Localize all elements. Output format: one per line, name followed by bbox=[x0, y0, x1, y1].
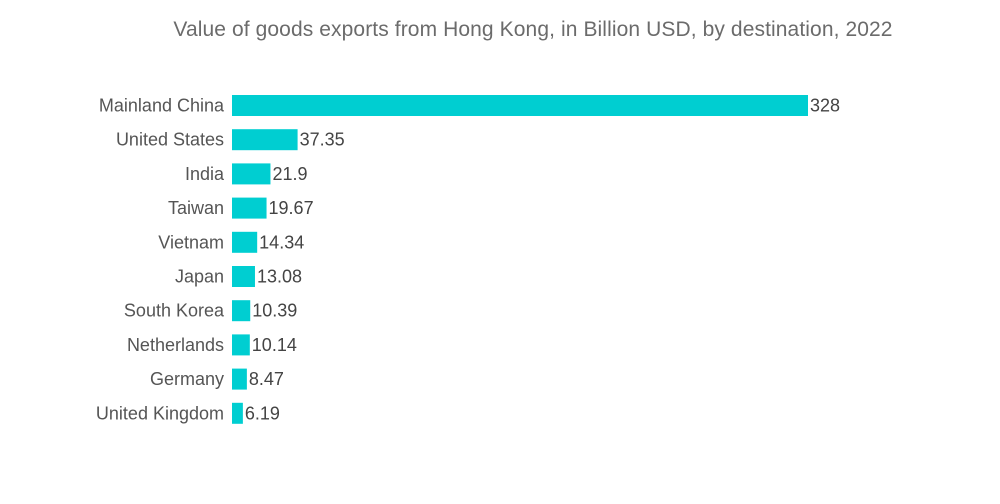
value-label: 37.35 bbox=[300, 130, 345, 150]
value-label: 10.39 bbox=[252, 301, 297, 321]
category-label: Mainland China bbox=[99, 96, 225, 116]
category-label: Vietnam bbox=[158, 232, 224, 252]
value-label: 13.08 bbox=[257, 267, 302, 287]
value-label: 21.9 bbox=[272, 164, 307, 184]
bar-taiwan bbox=[232, 197, 267, 219]
category-label: United States bbox=[116, 130, 224, 150]
category-label: Japan bbox=[175, 267, 224, 287]
value-label: 19.67 bbox=[269, 198, 314, 218]
chart-title: Value of goods exports from Hong Kong, i… bbox=[173, 18, 893, 41]
category-label: United Kingdom bbox=[96, 403, 224, 423]
bar-south-korea bbox=[232, 300, 251, 322]
bar-united-states bbox=[232, 129, 298, 151]
bar-germany bbox=[232, 368, 247, 390]
bar-mainland-china bbox=[232, 95, 808, 116]
bar-japan bbox=[232, 266, 255, 287]
bar-vietnam bbox=[232, 231, 258, 253]
value-label: 14.34 bbox=[259, 232, 304, 252]
category-label: India bbox=[185, 164, 225, 184]
value-label: 6.19 bbox=[245, 403, 280, 423]
category-label: South Korea bbox=[124, 301, 225, 321]
value-label: 10.14 bbox=[252, 335, 297, 355]
value-label: 8.47 bbox=[249, 369, 284, 389]
bar-united-kingdom bbox=[232, 402, 243, 424]
bar-india bbox=[232, 163, 271, 185]
bar-netherlands bbox=[232, 334, 250, 356]
value-label: 328 bbox=[810, 96, 840, 116]
category-label: Taiwan bbox=[168, 198, 224, 218]
category-label: Netherlands bbox=[127, 335, 224, 355]
category-label: Germany bbox=[150, 369, 224, 389]
